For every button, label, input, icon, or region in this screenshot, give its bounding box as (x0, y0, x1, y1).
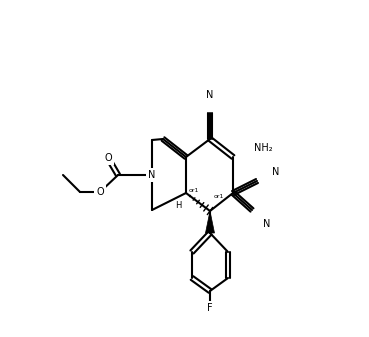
Text: N: N (263, 219, 271, 229)
Text: O: O (104, 153, 112, 163)
Polygon shape (206, 211, 214, 233)
Text: F: F (207, 303, 213, 313)
Text: N: N (148, 170, 156, 180)
Text: N: N (206, 90, 214, 100)
Text: or1: or1 (214, 194, 224, 200)
Text: N: N (272, 167, 280, 177)
Text: or1: or1 (189, 187, 199, 192)
Text: O: O (96, 187, 104, 197)
Text: NH₂: NH₂ (254, 143, 273, 153)
Text: H: H (175, 201, 181, 210)
